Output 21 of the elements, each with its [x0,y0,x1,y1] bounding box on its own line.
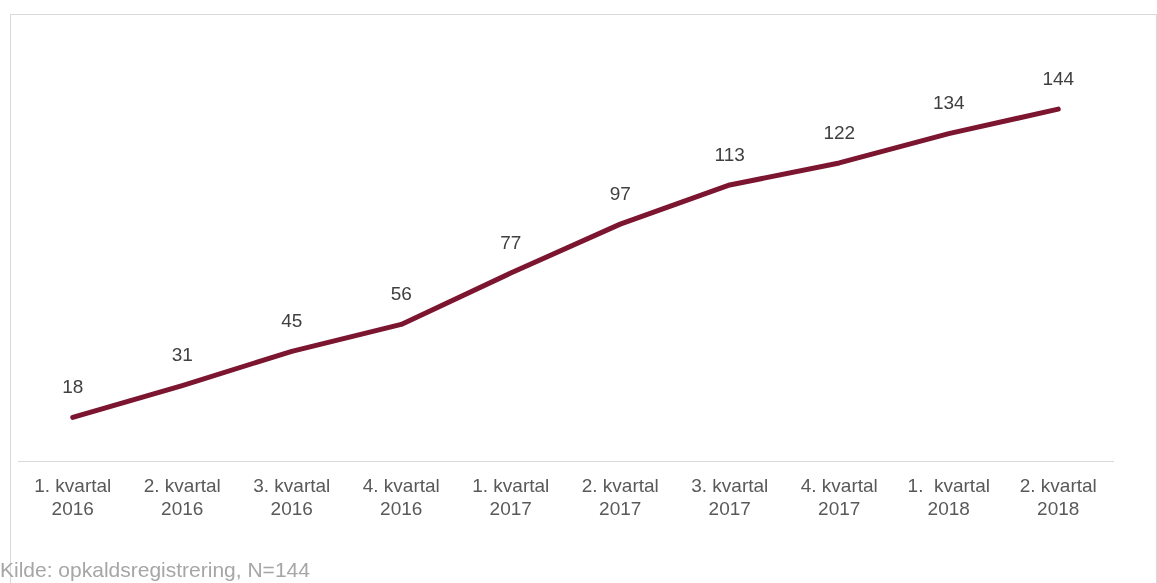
data-label: 31 [171,344,193,366]
x-tick-label: 1. kvartal 2017 [472,475,550,519]
data-label: 113 [714,143,745,165]
x-tick-label: 3. kvartal 2016 [253,475,331,519]
data-label: 56 [390,283,412,305]
data-label: 45 [281,310,303,332]
data-label: 122 [823,121,856,143]
data-label: 134 [932,92,966,114]
x-tick-label: 1. kvartal 2018 [907,475,990,519]
text: Kilde: opkaldsregistrering, N=144 [0,558,310,582]
x-tick-label: 1. kvartal 2016 [34,475,112,519]
data-label: 18 [62,376,84,398]
x-tick-label: 4. kvartal 2017 [800,475,878,519]
x-tick-label: 2. kvartal 2016 [143,475,221,519]
x-tick-label: 4. kvartal 2016 [362,475,440,519]
data-label: 97 [609,182,631,204]
x-tick-label: 3. kvartal 2017 [691,475,769,519]
x-tick-label: 2. kvartal 2018 [1019,475,1097,519]
data-label: 144 [1042,67,1075,89]
x-tick-label: 2. kvartal 2017 [581,475,659,519]
data-label: 77 [500,231,522,253]
